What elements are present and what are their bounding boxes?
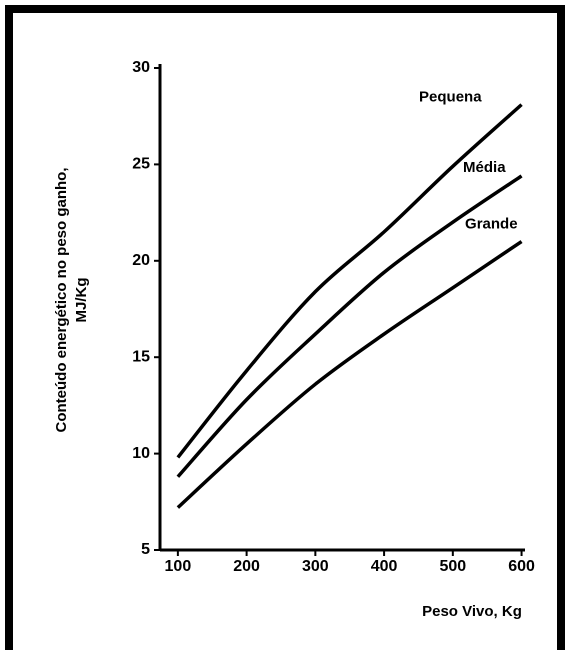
y-tick-label: 20 <box>132 252 150 269</box>
y-axis-label: MJ/Kg <box>73 278 90 323</box>
x-tick-label: 300 <box>302 558 329 575</box>
series-line <box>176 174 523 478</box>
x-tick-label: 200 <box>233 558 260 575</box>
series-line <box>176 103 523 459</box>
y-tick-label: 30 <box>132 59 150 76</box>
series-label: Grande <box>465 215 518 232</box>
series-label: Pequena <box>419 89 482 106</box>
y-tick-label: 5 <box>141 541 150 558</box>
x-tick-label: 100 <box>165 558 192 575</box>
x-axis-label: Peso Vivo, Kg <box>422 603 522 620</box>
series-label: Média <box>463 159 506 176</box>
x-tick-label: 500 <box>439 558 466 575</box>
y-tick-label: 15 <box>132 348 150 365</box>
frame <box>5 5 565 650</box>
y-tick-label: 10 <box>132 445 150 462</box>
x-tick-label: 600 <box>508 558 535 575</box>
x-tick-label: 400 <box>371 558 398 575</box>
series-line <box>176 240 523 509</box>
y-tick-label: 25 <box>132 156 150 173</box>
y-axis-label: Conteúdo energético no peso ganho, <box>53 167 70 432</box>
